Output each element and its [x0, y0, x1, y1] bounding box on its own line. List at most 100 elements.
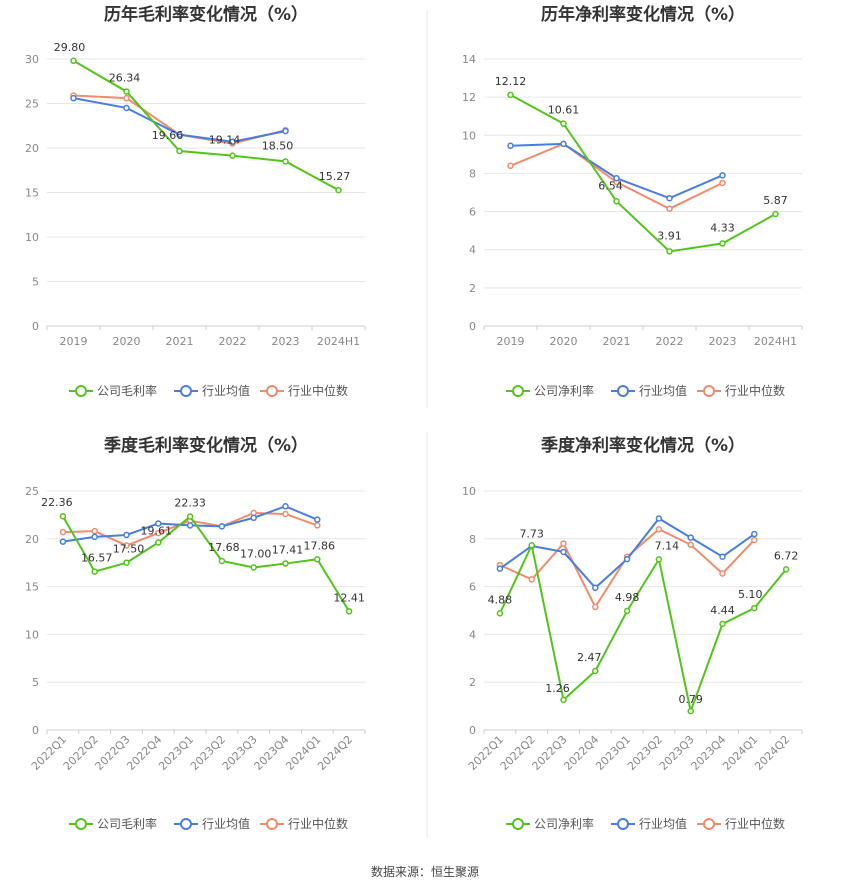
x-tick-label: 2022	[219, 335, 247, 348]
data-label: 19.66	[152, 129, 184, 142]
data-point	[528, 542, 535, 549]
data-point	[282, 127, 289, 135]
data-source-label: 数据来源：恒生聚源	[371, 864, 479, 879]
y-tick-label: 5	[32, 676, 39, 689]
legend-label: 行业中位数	[288, 383, 348, 398]
y-tick-label: 0	[469, 724, 476, 737]
legend-label: 行业均值	[639, 816, 687, 831]
data-label: 5.87	[763, 194, 788, 207]
y-tick-label: 8	[469, 533, 476, 546]
legend-swatch-marker	[266, 818, 278, 830]
data-point	[655, 556, 663, 563]
legend-label: 行业均值	[202, 383, 250, 398]
data-point	[282, 158, 289, 165]
data-point	[282, 560, 289, 567]
legend-swatch-marker	[512, 818, 524, 830]
data-point	[719, 570, 726, 577]
data-point	[507, 162, 514, 170]
y-tick-label: 14	[462, 53, 476, 66]
data-label: 29.80	[54, 41, 86, 54]
data-point	[123, 531, 130, 539]
data-point	[250, 564, 257, 571]
legend-label: 公司毛利率	[97, 816, 157, 831]
data-point	[528, 576, 535, 583]
legend-swatch-marker	[75, 385, 87, 397]
chart-title: 历年毛利率变化情况（%）	[104, 4, 308, 25]
data-label: 17.50	[113, 543, 145, 556]
data-point	[176, 131, 183, 138]
y-tick-label: 25	[25, 98, 39, 111]
series-line	[62, 515, 350, 612]
legend-label: 公司毛利率	[97, 383, 157, 398]
data-point	[229, 138, 236, 146]
chart-title: 历年净利率变化情况（%）	[541, 4, 745, 25]
legend-swatch-marker	[617, 818, 629, 830]
y-tick-label: 25	[25, 485, 39, 498]
data-label: 26.34	[109, 72, 141, 85]
y-tick-label: 0	[469, 320, 476, 333]
data-point	[218, 557, 226, 565]
legend-label: 公司净利率	[534, 383, 594, 398]
data-point	[186, 522, 194, 529]
data-point	[719, 179, 726, 187]
y-tick-label: 8	[469, 167, 476, 180]
y-tick-label: 10	[462, 485, 476, 498]
legend-swatch-marker	[617, 385, 629, 397]
data-point	[314, 516, 321, 523]
y-tick-label: 10	[25, 231, 39, 244]
legend-swatch-marker	[703, 818, 715, 830]
y-tick-label: 30	[25, 53, 39, 66]
data-point	[592, 667, 599, 675]
x-tick-label: 2019	[60, 335, 88, 348]
data-point	[613, 174, 620, 182]
data-point	[314, 556, 321, 563]
data-point	[59, 512, 67, 520]
x-tick-label: 2024H1	[317, 335, 360, 348]
data-point	[70, 94, 77, 102]
legend-label: 行业中位数	[288, 816, 348, 831]
legend-label: 行业均值	[202, 816, 250, 831]
data-point	[507, 142, 514, 150]
data-label: 2.47	[577, 651, 602, 664]
data-point	[613, 198, 620, 205]
y-tick-label: 6	[469, 581, 476, 594]
x-tick-label: 2024H1	[754, 335, 797, 348]
data-label: 22.36	[41, 496, 73, 509]
data-point	[719, 620, 726, 628]
data-label: 4.98	[615, 591, 640, 604]
legend-label: 行业中位数	[725, 383, 785, 398]
x-tick-label: 2020	[113, 335, 141, 348]
data-point	[91, 568, 98, 575]
data-point	[719, 553, 726, 560]
data-label: 12.41	[333, 591, 365, 604]
data-point	[155, 529, 162, 537]
data-label: 12.12	[495, 75, 527, 88]
data-label: 3.91	[657, 229, 682, 242]
data-point	[666, 248, 673, 255]
data-point	[496, 610, 504, 617]
data-point	[592, 584, 599, 592]
data-point	[123, 104, 130, 112]
chart-title: 季度净利率变化情况（%）	[541, 435, 745, 456]
data-point	[751, 604, 758, 612]
data-label: 7.14	[655, 539, 680, 552]
legend-swatch-marker	[703, 385, 715, 397]
data-point	[345, 608, 353, 615]
data-label: 18.50	[262, 139, 294, 152]
series-line	[498, 542, 787, 715]
data-point	[496, 565, 504, 572]
y-tick-label: 4	[469, 628, 476, 641]
legend-swatch-marker	[266, 385, 278, 397]
data-point	[592, 603, 599, 611]
data-label: 19.61	[141, 525, 173, 538]
legend-swatch-marker	[512, 385, 524, 397]
data-label: 6.54	[598, 179, 623, 192]
y-tick-label: 10	[462, 129, 476, 142]
data-point	[666, 205, 673, 212]
data-label: 6.72	[774, 549, 799, 562]
data-label: 15.27	[319, 170, 351, 183]
data-point	[655, 515, 663, 522]
y-tick-label: 2	[469, 676, 476, 689]
y-tick-label: 4	[469, 244, 476, 257]
